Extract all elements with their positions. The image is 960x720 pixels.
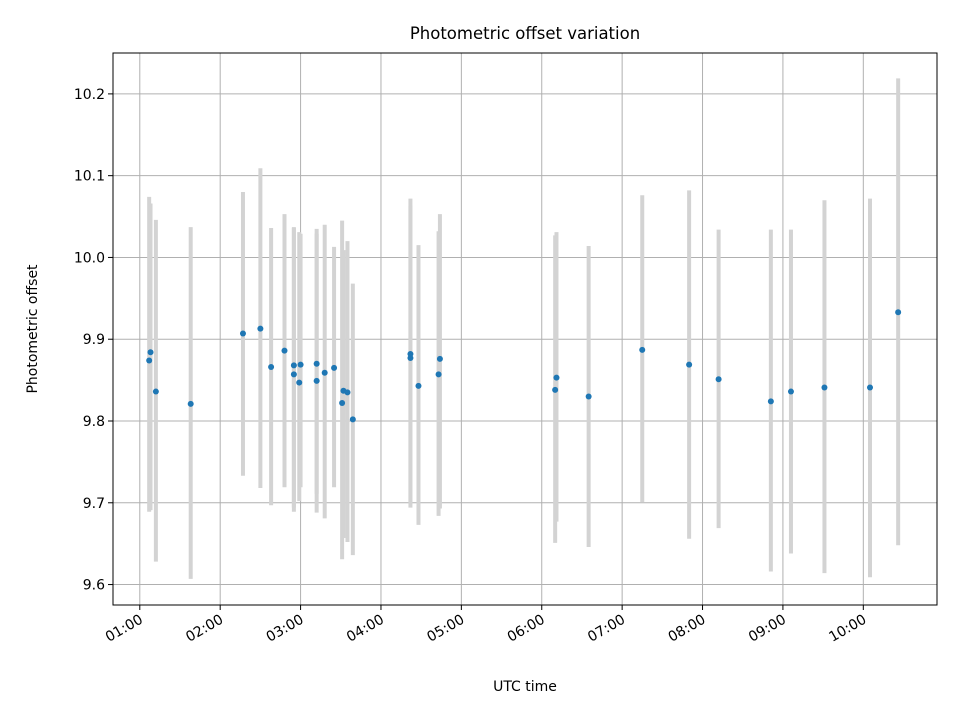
x-ticks: 01:00 02:00 03:00 04:00 05:00 06:00 07:00 08:00… xyxy=(103,605,869,646)
data-point xyxy=(715,376,722,383)
x-tick-label: 04:00 xyxy=(344,612,387,646)
x-tick-label: 08:00 xyxy=(666,612,709,646)
data-point xyxy=(867,384,874,391)
data-point xyxy=(257,325,264,332)
y-tick-label: 9.6 xyxy=(83,578,105,594)
x-tick-label: 05:00 xyxy=(424,612,467,646)
data-point xyxy=(407,350,414,357)
x-tick-label: 10:00 xyxy=(826,612,869,646)
y-tick-label: 10.0 xyxy=(74,250,105,266)
y-tick-label: 10.1 xyxy=(74,169,105,185)
data-point xyxy=(415,382,422,389)
x-tick-label: 07:00 xyxy=(585,612,628,646)
data-point xyxy=(639,346,646,353)
data-point xyxy=(787,388,794,395)
data-point xyxy=(147,349,154,356)
data-point xyxy=(552,386,559,393)
y-tick-label: 9.7 xyxy=(83,496,105,512)
data-point xyxy=(321,369,328,376)
x-tick-label: 03:00 xyxy=(264,612,307,646)
x-tick-label: 09:00 xyxy=(746,612,789,646)
data-point xyxy=(686,361,693,368)
y-tick-label: 9.8 xyxy=(83,414,105,430)
data-point xyxy=(331,364,338,371)
data-point xyxy=(290,362,297,369)
x-axis-label: UTC time xyxy=(493,679,557,695)
data-point xyxy=(296,379,303,386)
data-point xyxy=(344,389,351,396)
y-axis-label: Photometric offset xyxy=(25,264,41,394)
data-point xyxy=(239,330,246,337)
data-point xyxy=(436,355,443,362)
data-points xyxy=(146,309,902,423)
x-tick-label: 02:00 xyxy=(183,612,226,646)
data-point xyxy=(146,357,153,364)
grid xyxy=(113,53,937,605)
x-tick-label: 01:00 xyxy=(103,612,146,646)
data-point xyxy=(313,360,320,367)
y-ticks: 9.6 9.7 9.8 9.9 10.0 10.1 10.2 xyxy=(74,87,113,594)
data-point xyxy=(767,398,774,405)
data-point xyxy=(297,361,304,368)
data-point xyxy=(290,371,297,378)
data-point xyxy=(821,384,828,391)
chart-title: Photometric offset variation xyxy=(410,24,640,43)
data-point xyxy=(152,388,159,395)
data-point xyxy=(435,371,442,378)
data-point xyxy=(281,347,288,354)
data-point xyxy=(585,393,592,400)
y-tick-label: 9.9 xyxy=(83,332,105,348)
data-point xyxy=(268,364,275,371)
plot-frame xyxy=(112,52,938,606)
y-tick-label: 10.2 xyxy=(74,87,105,103)
data-point xyxy=(553,374,560,381)
data-point xyxy=(349,416,356,423)
data-point xyxy=(895,309,902,316)
data-point xyxy=(187,400,194,407)
x-tick-label: 06:00 xyxy=(505,612,548,646)
data-point xyxy=(313,377,320,384)
data-point xyxy=(339,400,346,407)
